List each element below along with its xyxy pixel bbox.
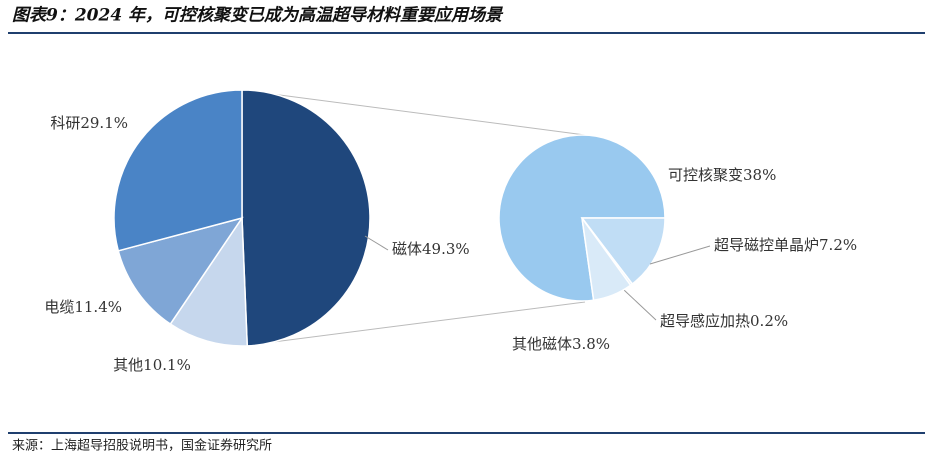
category-label: 可控核聚变 [668,166,743,184]
pie-slice [113,89,243,252]
slice-label: 可控核聚变38% [668,166,776,184]
category-label: 其他 [113,356,143,374]
category-label: 超导磁控单晶炉 [714,236,819,254]
pie-slice [241,89,371,347]
value-label: 11.4% [74,298,122,316]
pie-slice [117,216,244,326]
connector [241,301,586,347]
pie-slice [581,217,632,302]
value-label: 0.2% [750,312,788,330]
value-label: 49.3% [422,240,470,258]
pie-slice [169,215,249,347]
slice-label: 其他磁体3.8% [512,335,610,353]
leader-line [623,289,657,321]
slice-label: 磁体49.3% [392,240,470,258]
slice-label: 科研29.1% [50,114,128,132]
category-label: 其他磁体 [512,335,572,353]
category-label: 超导感应加热 [660,312,750,330]
source: 来源：上海超导招股说明书，国金证券研究所 [12,438,272,454]
leader-line [364,235,389,251]
category-label: 电缆 [44,298,74,316]
value-label: 29.1% [80,114,128,132]
category-label: 科研 [50,114,80,132]
chart-title: 图表9：2024 年，可控核聚变已成为高温超导材料重要应用场景 [12,6,504,26]
slice-label: 超导磁控单晶炉7.2% [714,236,857,254]
connector [241,89,586,136]
slice-label: 超导感应加热0.2% [660,312,788,330]
value-label: 3.8% [572,335,610,353]
leader-line [649,245,711,265]
value-label: 7.2% [819,236,857,254]
value-label: 10.1% [143,356,191,374]
slice-label: 其他10.1% [113,356,191,374]
value-label: 38% [743,166,776,184]
pie-slice [580,217,666,286]
slice-label: 电缆11.4% [44,298,122,316]
category-label: 磁体 [392,240,422,258]
